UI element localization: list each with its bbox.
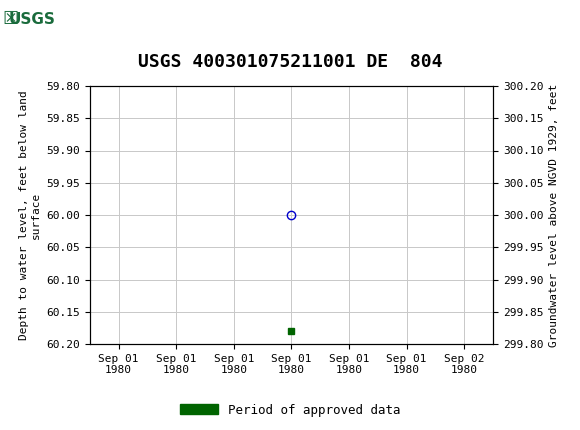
Text: USGS: USGS [9,12,56,27]
Text: ☒: ☒ [3,10,19,28]
Y-axis label: Depth to water level, feet below land
surface: Depth to water level, feet below land su… [19,90,41,340]
Legend: Period of approved data: Period of approved data [175,399,405,421]
Text: USGS 400301075211001 DE  804: USGS 400301075211001 DE 804 [138,53,442,71]
FancyBboxPatch shape [6,4,64,35]
Y-axis label: Groundwater level above NGVD 1929, feet: Groundwater level above NGVD 1929, feet [549,83,559,347]
